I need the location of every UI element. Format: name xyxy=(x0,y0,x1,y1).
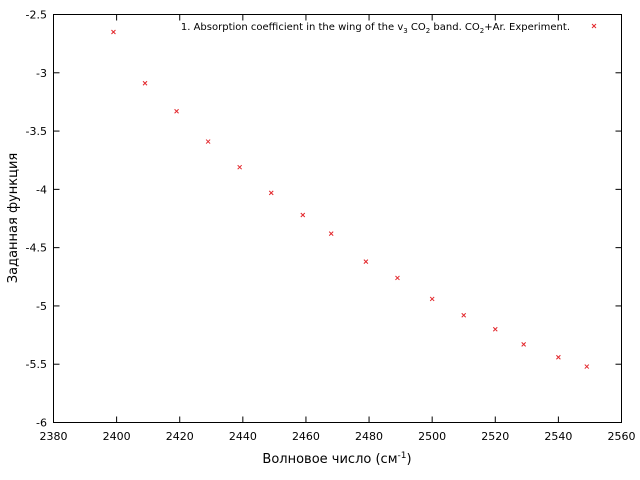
axis-ticks xyxy=(53,14,622,423)
legend: 1. Absorption coefficient in the wing of… xyxy=(181,22,597,35)
x-tick-label: 2380 xyxy=(40,430,68,443)
y-tick-label: -4 xyxy=(36,183,47,196)
x-tick-label: 2480 xyxy=(355,430,383,443)
data-point xyxy=(584,364,590,369)
y-tick-label: -6 xyxy=(36,417,47,430)
data-point xyxy=(429,296,435,302)
data-point xyxy=(395,275,400,281)
data-point xyxy=(174,108,179,114)
data-point xyxy=(142,80,148,86)
data-point xyxy=(521,342,527,347)
x-tick-label: 2500 xyxy=(418,430,446,443)
legend-marker-symbol xyxy=(591,23,597,29)
x-tick-label: 2520 xyxy=(481,430,509,443)
data-point xyxy=(556,354,561,360)
y-tick-label: -5.5 xyxy=(26,358,47,371)
legend-marker xyxy=(591,23,597,29)
x-tick-label: 2460 xyxy=(292,430,320,443)
data-point xyxy=(492,326,498,332)
x-tick-label: 2560 xyxy=(608,430,636,443)
y-tick-labels: -6 -5.5 -5 -4.5 -4 -3.5 -3 -2.5 xyxy=(26,9,47,430)
data-point xyxy=(300,212,306,218)
data-point xyxy=(363,259,369,264)
y-tick-label: -5 xyxy=(36,300,47,313)
x-tick-label: 2540 xyxy=(544,430,572,443)
x-tick-label: 2400 xyxy=(103,430,131,443)
data-point xyxy=(461,312,467,318)
data-point xyxy=(111,29,116,35)
plot-area-frame xyxy=(53,14,622,423)
y-tick-label: -2.5 xyxy=(26,9,47,22)
x-tick-labels: 2380 2400 2420 2440 2460 2480 2500 2520 2540 2560 xyxy=(40,430,636,443)
data-point xyxy=(328,231,334,237)
data-point xyxy=(205,139,211,144)
y-axis-title: Заданная функция xyxy=(6,153,21,283)
x-tick-label: 2420 xyxy=(166,430,194,443)
y-tick-label: -4.5 xyxy=(26,242,47,255)
y-tick-label: -3 xyxy=(36,67,47,80)
y-tick-label: -3.5 xyxy=(26,125,47,138)
x-tick-label: 2440 xyxy=(229,430,257,443)
data-point xyxy=(237,164,243,170)
x-axis-title: Волновое число (см-1) xyxy=(262,451,411,467)
data-points xyxy=(111,29,590,369)
legend-entry-label: 1. Absorption coefficient in the wing of… xyxy=(181,22,570,35)
data-point xyxy=(268,190,274,196)
